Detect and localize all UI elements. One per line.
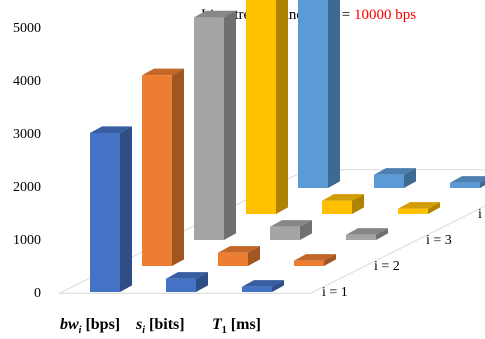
bar-front-face [294,260,324,266]
bar [246,0,288,214]
bar [142,68,184,266]
bar-top-face [142,68,184,76]
bar-front-face [346,234,376,240]
bar-front-face [90,133,120,292]
bar-top-face [346,228,388,235]
bar-top-face [242,280,284,287]
y-tick-label: 4000 [13,74,41,89]
bar-top-face [398,202,440,209]
bar [242,280,284,292]
bar-top-face [194,10,236,18]
bar-front-face [218,252,248,266]
bar-top-face [322,194,364,201]
bar-front-face [246,0,276,214]
y-tick-label: 2000 [13,180,41,195]
series-label: i = 3 [426,233,452,248]
bar-side-face [300,220,312,240]
bar-front-face [194,17,224,241]
bar-front-face [374,174,404,188]
bar [270,220,312,240]
bar-top-face [90,126,132,133]
bar [218,246,260,266]
bar-top-face [218,246,260,253]
bar-side-face [480,179,485,188]
bar-side-face [172,68,184,266]
bar-front-face [142,75,172,266]
bar-side-face [404,168,416,188]
category-label: si [bits] [135,316,185,336]
bar-side-face [328,0,340,188]
category-label: bwi [bps] [60,316,120,336]
bar-top-face [450,176,485,183]
bar-side-face [248,246,260,266]
bar-side-face [196,272,208,292]
bar [194,10,236,241]
bar-side-face [120,126,132,293]
bar-front-face [270,226,300,240]
bar-top-face [374,168,416,175]
floor-right-edge [310,205,485,294]
bar-side-face [224,10,236,240]
bar-top-face [270,220,312,227]
bar-front-face [166,278,196,292]
y-tick-label: 1000 [13,233,41,248]
bar-side-face [272,280,284,292]
bar-side-face [324,254,336,266]
series-label: i = 1 [322,285,348,300]
bar [166,272,208,292]
bar-side-face [428,202,440,214]
series-label: i = 4 [478,207,485,222]
bar-front-face [398,208,428,214]
series-label: i = 2 [374,259,400,274]
bar [322,194,364,214]
bar [450,176,485,188]
bar-side-face [276,0,288,214]
bar-front-face [298,0,328,188]
bar-top-face [166,272,208,279]
y-tick-label: 0 [34,286,41,301]
bar [298,0,340,188]
bar-side-face [376,228,388,240]
y-tick-label: 5000 [13,21,41,36]
bar [374,168,416,188]
bar [294,254,336,266]
bar-front-face [450,182,480,188]
bar-front-face [242,286,272,292]
bar [90,126,132,293]
bar-front-face [322,200,352,214]
y-tick-label: 3000 [13,127,41,142]
bar-top-face [294,254,336,261]
bar [398,202,440,214]
bar-side-face [352,194,364,214]
bar [346,228,388,240]
category-label: T1 [ms] [212,316,261,336]
